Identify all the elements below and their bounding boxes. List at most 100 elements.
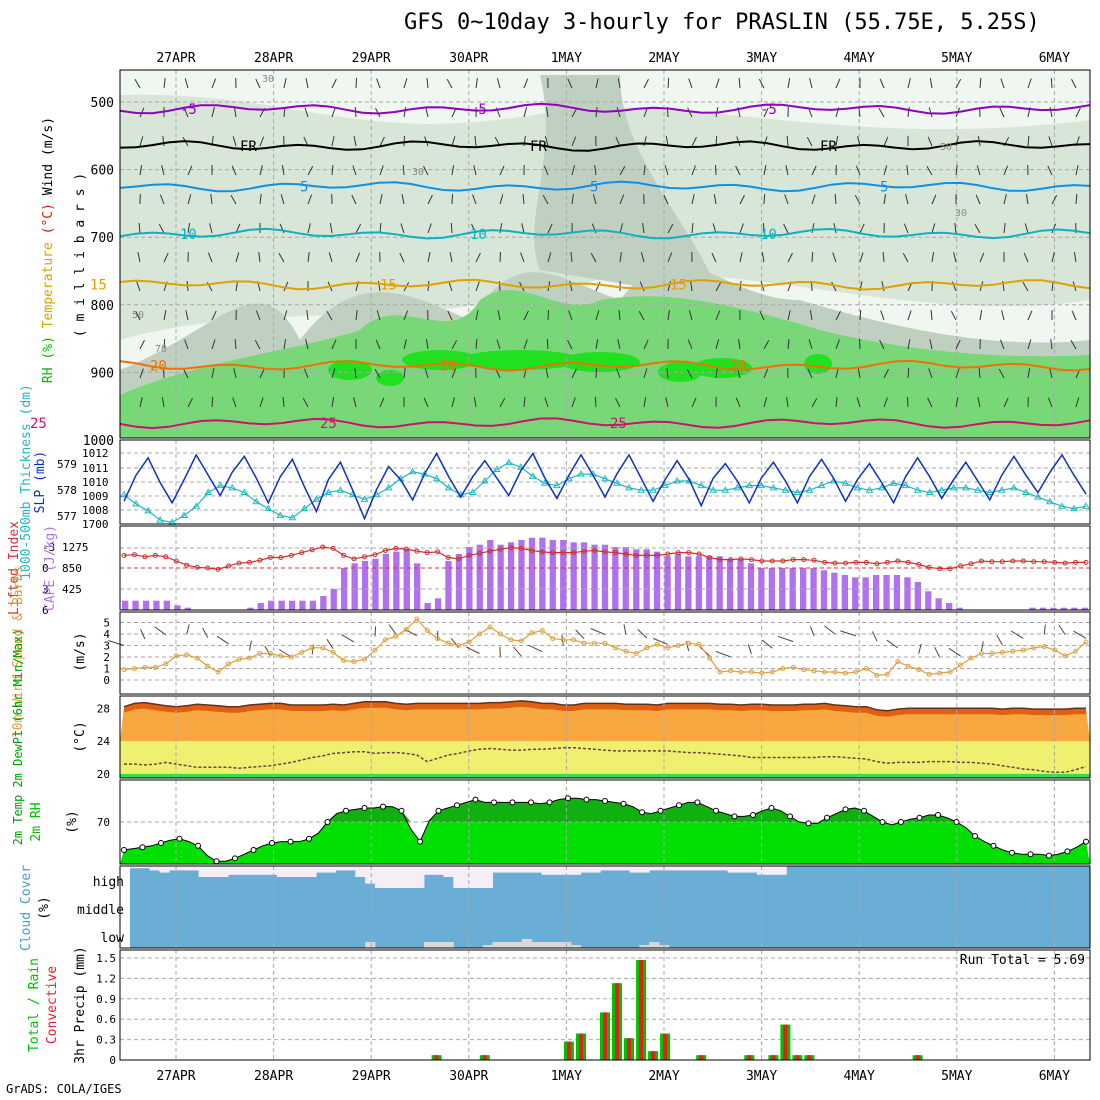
wind-barb [1001,310,1005,321]
wind-barb [451,193,453,205]
isotherm-label: 10 [760,227,777,243]
series-line-dewpoint [124,746,1087,774]
thickness-marker [577,470,585,477]
y-tick-label-thickness: 577 [57,510,77,523]
wind-barb [211,310,217,321]
li-marker [194,564,200,570]
cape-bar [664,556,671,610]
li-marker [863,559,869,565]
wind-marker [978,651,984,656]
wind-barb [1051,252,1055,263]
cape-bar [163,600,170,610]
rh-marker [990,842,997,849]
li-marker [759,558,765,564]
li-marker [884,559,890,565]
wind-barb [232,136,237,147]
cloud-high-bar [267,866,278,875]
wind-barb [1075,397,1080,408]
wind-barb [187,194,192,205]
rh-marker [1027,851,1034,858]
y-axis-label-wind: 10m Wind Speed & Barbs [11,566,26,738]
wind-barb [354,368,357,379]
cloud-high-bar [747,866,758,873]
wind-barb [811,251,814,263]
rh-marker [565,795,571,802]
wind-marker [1041,644,1047,650]
thickness-marker [625,483,633,491]
wind-marker [937,670,943,676]
wind-barb [1075,165,1079,176]
li-marker [978,558,984,564]
y-tick-label-precip: 1.5 [96,952,116,965]
wind-barb [543,165,549,176]
thickness-marker [1010,483,1018,491]
wind-barb [809,626,815,637]
wind-barb [955,397,959,408]
isotherm-line [119,180,1091,193]
rh-marker [472,796,479,803]
wind-barb [1027,310,1033,321]
isotherm-label: 25 [610,416,627,432]
wind-marker [414,616,420,622]
thickness-marker [925,488,934,495]
precip-bar-convective [627,1038,631,1060]
wind-marker [445,640,451,646]
wind-barb [331,107,336,118]
wind-barb [184,339,189,350]
wind-barb [663,194,669,205]
wind-barb [927,136,933,147]
rh-marker [620,800,627,807]
x-tick-label-bottom: 6MAY [1039,1069,1070,1084]
li-marker [675,550,681,556]
thickness-marker [541,479,549,486]
y-tick-label-precip: 0.3 [96,1034,116,1047]
li-marker [142,554,148,560]
wind-barb [499,194,504,205]
cape-bar [560,540,567,610]
cloud-high-bar [737,866,748,873]
x-tick-label-bottom: 2MAY [648,1069,679,1084]
wind-barb [475,310,479,321]
wind-marker [142,664,148,670]
cloud-high-bar [139,866,151,869]
y-tick-label-slp: 1012 [82,447,109,460]
precip-bar-convective [482,1055,487,1060]
wind-barb [211,78,217,89]
cape-bar [434,598,442,610]
x-tick-label-top: 27APR [156,51,195,66]
rh-marker [972,833,978,839]
rh-marker [195,842,201,849]
wind-barb [831,281,837,292]
y-tick-label-wind: 5 [103,617,110,630]
wind-marker [309,645,315,651]
wind-barb [523,78,529,89]
wind-marker [1010,648,1016,654]
wind-barb [824,625,836,635]
panel-frame [119,695,1091,779]
thickness-marker [240,488,249,495]
wind-barb [331,78,337,89]
cape-bar [299,600,306,610]
li-marker [916,562,922,567]
cloud-high-bar [629,866,640,873]
li-marker [372,552,378,558]
wind-barb [259,165,263,176]
wind-barb [1070,340,1077,350]
y-tick-label-temp: 20 [97,768,110,781]
thickness-marker [276,511,285,518]
wind-barb [451,339,458,350]
wind-barb [235,252,240,263]
x-tick-label-bottom: 29APR [352,1069,391,1084]
wind-barb [326,639,334,649]
wind-marker [236,656,242,662]
li-marker [926,564,932,570]
thickness-marker [721,486,730,493]
wind-barb [955,339,961,350]
wind-barb [379,194,383,205]
wind-barb [1003,397,1009,408]
wind-marker [843,670,848,676]
wind-marker [613,645,618,651]
cape-bar [852,577,859,610]
wind-barb [643,397,647,408]
li-marker [445,555,451,560]
